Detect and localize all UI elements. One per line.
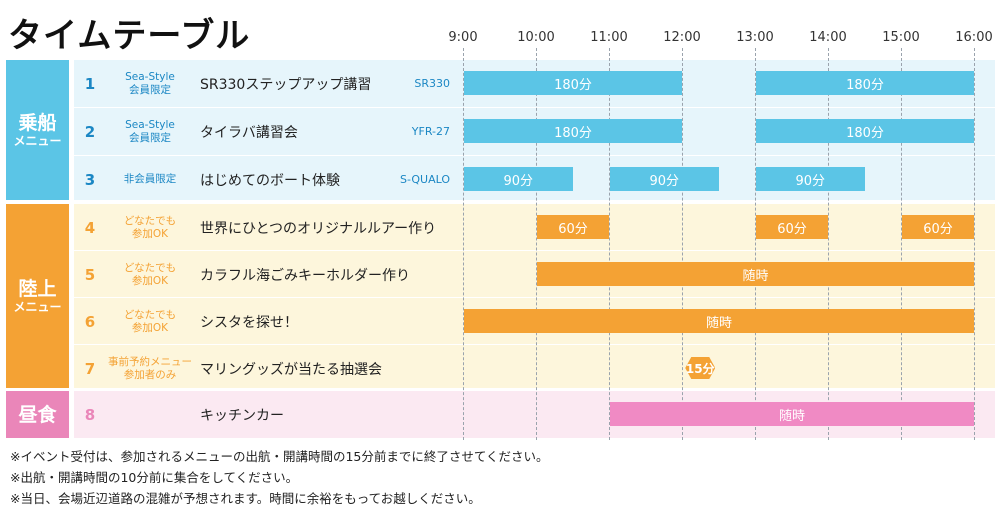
page-title: タイムテーブル — [8, 16, 251, 56]
schedule-bar[interactable]: 90分 — [756, 167, 865, 191]
note-line: ※イベント受付は、参加されるメニューの出航・開講時間の15分前までに終了させてく… — [10, 449, 549, 464]
menu-name[interactable]: マリングッズが当たる抽選会 — [200, 361, 382, 378]
row-divider — [74, 250, 995, 251]
category-sublabel: メニュー — [13, 300, 62, 314]
eligibility-line: どなたでも — [123, 214, 177, 227]
eligibility-line: Sea-Style — [125, 70, 175, 83]
eligibility-tag: 非会員限定 — [106, 156, 194, 203]
row-divider — [74, 297, 995, 298]
category-label: 乗船 — [18, 112, 57, 134]
row-divider — [74, 155, 995, 156]
boat-model: S-QUALO — [400, 173, 450, 186]
time-label: 10:00 — [517, 30, 555, 45]
eligibility-line: 事前予約メニュー — [108, 355, 192, 368]
badge-shape — [685, 357, 716, 379]
notes: ※イベント受付は、参加されるメニューの出航・開講時間の15分前までに終了させてく… — [10, 446, 549, 509]
schedule-bar[interactable]: 180分 — [756, 119, 974, 143]
row-divider — [74, 203, 995, 204]
eligibility-line: 会員限定 — [129, 131, 171, 144]
eligibility-line: どなたでも — [123, 261, 177, 274]
time-label: 13:00 — [736, 30, 774, 45]
menu-name[interactable]: SR330ステップアップ講習 — [200, 76, 372, 93]
schedule-bar[interactable]: 90分 — [610, 167, 719, 191]
time-label: 14:00 — [809, 30, 847, 45]
boat-model: YFR-27 — [411, 125, 450, 138]
schedule-bar[interactable]: 60分 — [756, 215, 828, 239]
time-label: 15:00 — [882, 30, 920, 45]
eligibility-tag: どなたでも 参加OK — [106, 251, 194, 298]
row-number: 6 — [84, 312, 96, 331]
schedule-bar[interactable]: 180分 — [464, 119, 682, 143]
eligibility-line: 参加OK — [131, 274, 169, 287]
grid-line — [901, 48, 902, 440]
eligibility-line: Sea-Style — [125, 118, 175, 131]
row-number: 3 — [84, 170, 96, 189]
grid-line — [755, 48, 756, 440]
time-label: 16:00 — [955, 30, 993, 45]
menu-name[interactable]: はじめてのボート体験 — [200, 172, 340, 189]
time-label: 9:00 — [448, 30, 478, 45]
menu-name[interactable]: カラフル海ごみキーホルダー作り — [200, 267, 410, 284]
note-line: ※当日、会場近辺道路の混雑が予想されます。時間に余裕をもってお越しください。 — [10, 491, 481, 506]
eligibility-line: 非会員限定 — [123, 173, 177, 185]
menu-name[interactable]: シスタを探せ！ — [200, 314, 298, 331]
note-line: ※出航・開講時間の10分前に集合をしてください。 — [10, 470, 299, 485]
category-boat: 乗船 メニュー — [6, 60, 69, 200]
row-number: 4 — [84, 218, 96, 237]
row-number: 1 — [84, 74, 96, 93]
row-divider — [74, 107, 995, 108]
schedule-bar[interactable]: 随時 — [537, 262, 974, 286]
eligibility-line: 参加者のみ — [123, 368, 177, 381]
grid-line — [463, 48, 464, 440]
menu-name[interactable]: 世界にひとつのオリジナルルアー作り — [200, 220, 437, 237]
eligibility-line: 参加OK — [131, 227, 169, 240]
category-lunch: 昼食 — [6, 391, 69, 438]
eligibility-tag: 事前予約メニュー 参加者のみ — [106, 345, 194, 392]
row-number: 5 — [84, 265, 96, 284]
eligibility-tag: Sea-Style 会員限定 — [106, 60, 194, 107]
schedule-bar[interactable]: 180分 — [756, 71, 974, 95]
row-divider — [74, 390, 995, 391]
schedule-bar[interactable]: 随時 — [610, 402, 974, 426]
category-land: 陸上 メニュー — [6, 204, 69, 388]
eligibility-line: 会員限定 — [129, 83, 171, 96]
schedule-bar[interactable]: 60分 — [537, 215, 609, 239]
grid-line — [609, 48, 610, 440]
schedule-bar[interactable]: 90分 — [464, 167, 573, 191]
time-label: 12:00 — [663, 30, 701, 45]
grid-line — [682, 48, 683, 440]
category-label: 陸上 — [18, 278, 57, 300]
row-number: 7 — [84, 359, 96, 378]
time-label: 11:00 — [590, 30, 628, 45]
category-band — [74, 204, 995, 388]
schedule-bar[interactable]: 60分 — [902, 215, 974, 239]
lottery-badge[interactable]: 15分 — [685, 357, 716, 379]
schedule-bar[interactable]: 180分 — [464, 71, 682, 95]
eligibility-line: どなたでも — [123, 308, 177, 321]
category-sublabel: メニュー — [13, 134, 62, 148]
menu-name[interactable]: キッチンカー — [200, 407, 284, 424]
row-number: 2 — [84, 122, 96, 141]
category-label: 昼食 — [18, 403, 57, 426]
eligibility-tag: Sea-Style 会員限定 — [106, 108, 194, 155]
grid-line — [828, 48, 829, 440]
grid-line — [536, 48, 537, 440]
row-divider — [74, 344, 995, 345]
eligibility-tag: どなたでも 参加OK — [106, 204, 194, 251]
badge-label: 15分 — [685, 361, 715, 376]
schedule-bar[interactable]: 随時 — [464, 309, 974, 333]
menu-name[interactable]: タイラバ講習会 — [200, 124, 298, 141]
grid-line — [974, 48, 975, 440]
eligibility-line: 参加OK — [131, 321, 169, 334]
eligibility-tag: どなたでも 参加OK — [106, 298, 194, 345]
row-number: 8 — [84, 405, 96, 424]
boat-model: SR330 — [414, 77, 450, 90]
